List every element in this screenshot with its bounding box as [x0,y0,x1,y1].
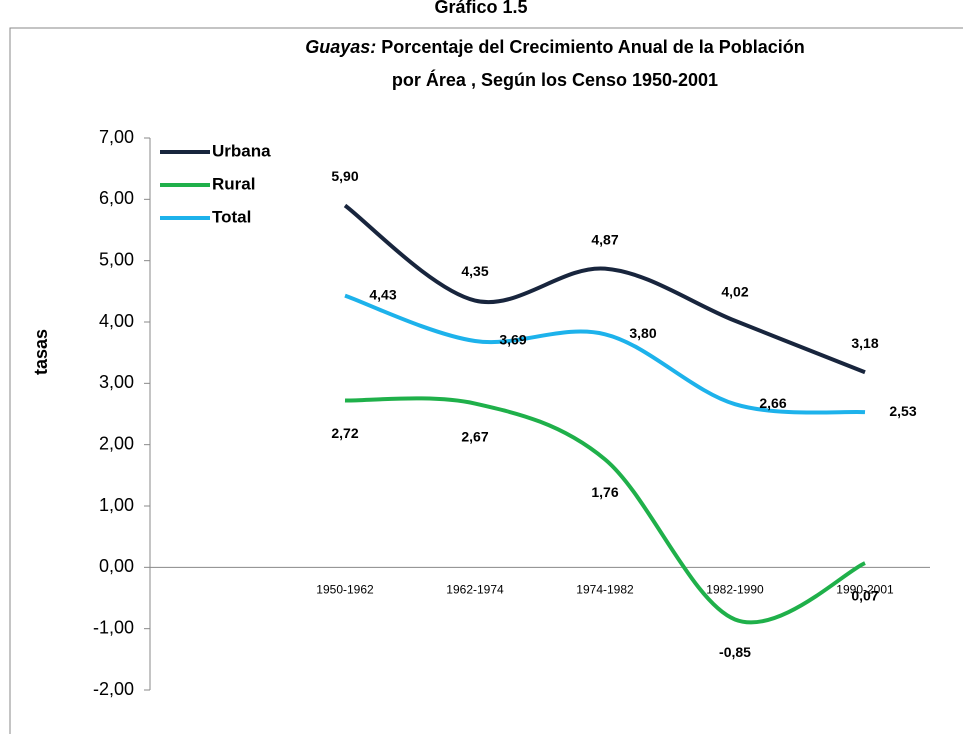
y-tick-label: 1,00 [99,495,134,515]
chart-supertitle: Gráfico 1.5 [434,0,527,17]
y-tick-label: -1,00 [93,617,134,637]
chart-title: por Área , Según los Censo 1950-2001 [392,69,718,90]
y-tick-label: 7,00 [99,127,134,147]
y-tick-label: -2,00 [93,679,134,699]
y-tick-label: 0,00 [99,556,134,576]
y-tick-label: 2,00 [99,433,134,453]
data-label: 2,67 [461,428,488,444]
title-line: Porcentaje del Crecimiento Anual de la P… [381,37,804,57]
frame [9,27,963,734]
data-label: -0,85 [719,644,751,660]
x-tick-label: 1990-2001 [836,583,894,597]
data-label: 4,43 [369,286,396,302]
x-tick-label: 1982-1990 [706,583,764,597]
x-tick-label: 1950-1962 [316,583,374,597]
y-tick-label: 5,00 [99,249,134,269]
data-label: 3,80 [629,325,656,341]
y-axis-label: tasas [31,329,51,375]
title-emphasis: Guayas: [305,37,376,57]
x-tick-label: 1962-1974 [446,583,504,597]
data-label: 2,53 [889,403,916,419]
x-tick-label: 1974-1982 [576,583,634,597]
line [344,396,866,625]
legend-label: Total [212,207,251,226]
y-tick-label: 3,00 [99,372,134,392]
legend-label: Rural [212,174,255,193]
data-label: 2,72 [331,425,358,441]
y-tick-label: 6,00 [99,188,134,208]
data-label: 3,69 [499,332,526,348]
y-tick-label: 4,00 [99,311,134,331]
line [344,293,866,415]
data-label: 4,35 [461,263,488,279]
data-label: 0,07 [851,588,878,604]
legend-label: Urbana [212,141,271,160]
data-label: 2,66 [759,395,786,411]
data-label: 4,02 [721,283,748,299]
data-label: 1,76 [591,484,618,500]
data-label: 3,18 [851,335,878,351]
line [343,203,866,375]
chart-title: Guayas: Porcentaje del Crecimiento Anual… [305,37,805,57]
data-label: 4,87 [591,231,618,247]
data-label: 5,90 [331,168,358,184]
